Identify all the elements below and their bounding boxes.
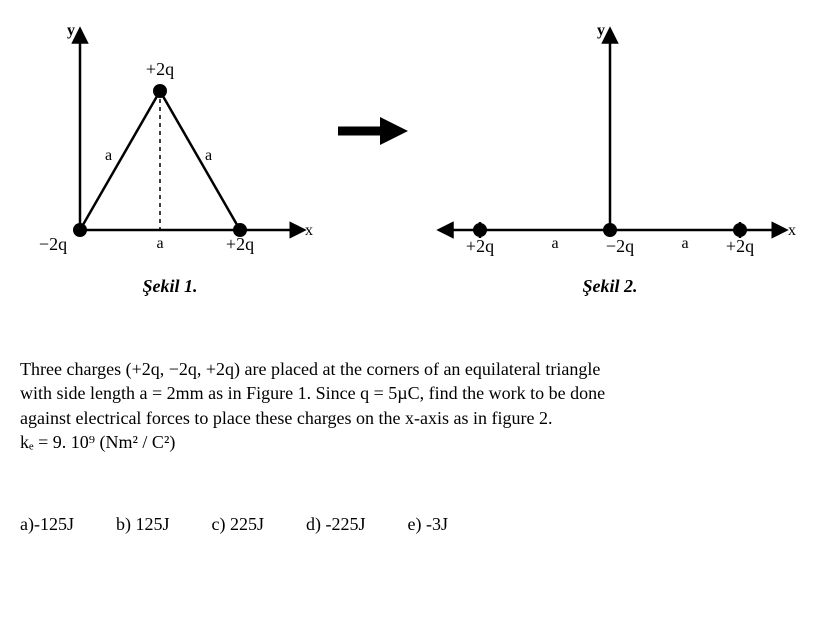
option-e: e) -3J <box>407 514 447 535</box>
fig2-center-label: −2q <box>606 236 634 256</box>
problem-constant: kₑ = 9. 10⁹ (Nm² / C²) <box>20 432 175 452</box>
fig1-y-label: y <box>67 22 75 39</box>
option-c: c) 225J <box>211 514 264 535</box>
fig2-right-label: +2q <box>726 236 754 256</box>
figures-row: y x +2q −2q +2q a a a Şekil 1. <box>20 20 819 297</box>
figure-2-svg: y x +2q −2q +2q a a <box>420 20 800 270</box>
option-a: a)-125J <box>20 514 74 535</box>
problem-line1: Three charges (+2q, −2q, +2q) are placed… <box>20 359 600 379</box>
option-d: d) -225J <box>306 514 366 535</box>
problem-line2: with side length a = 2mm as in Figure 1.… <box>20 383 605 403</box>
fig2-center-charge <box>603 223 617 237</box>
fig1-x-label: x <box>305 222 313 239</box>
figure-2-caption: Şekil 2. <box>582 276 637 297</box>
fig2-a-left: a <box>551 235 558 252</box>
fig2-y-label: y <box>597 22 605 39</box>
fig1-left-label: −2q <box>39 234 67 254</box>
fig2-a-right: a <box>681 235 688 252</box>
problem-line3: against electrical forces to place these… <box>20 408 552 428</box>
fig1-top-charge <box>153 84 167 98</box>
figure-2: y x +2q −2q +2q a a Şekil 2. <box>420 20 800 297</box>
options-row: a)-125J b) 125J c) 225J d) -225J e) -3J <box>20 514 819 535</box>
figure-1-caption: Şekil 1. <box>142 276 197 297</box>
figure-1-svg: y x +2q −2q +2q a a a <box>20 20 320 270</box>
fig2-left-charge <box>473 223 487 237</box>
fig1-a-left: a <box>105 147 112 164</box>
fig1-top-label: +2q <box>146 59 174 79</box>
transition-arrow-svg <box>330 111 410 151</box>
fig1-right-side <box>160 91 240 230</box>
fig2-left-label: +2q <box>466 236 494 256</box>
fig1-right-label: +2q <box>226 234 254 254</box>
fig1-left-side <box>80 91 160 230</box>
fig2-x-label: x <box>788 222 796 239</box>
fig1-a-right: a <box>205 147 212 164</box>
fig1-left-charge <box>73 223 87 237</box>
option-b: b) 125J <box>116 514 170 535</box>
problem-text: Three charges (+2q, −2q, +2q) are placed… <box>20 357 819 454</box>
fig1-a-bottom: a <box>156 235 163 252</box>
fig2-right-charge <box>733 223 747 237</box>
figure-1: y x +2q −2q +2q a a a Şekil 1. <box>20 20 320 297</box>
transition-arrow <box>330 111 410 206</box>
